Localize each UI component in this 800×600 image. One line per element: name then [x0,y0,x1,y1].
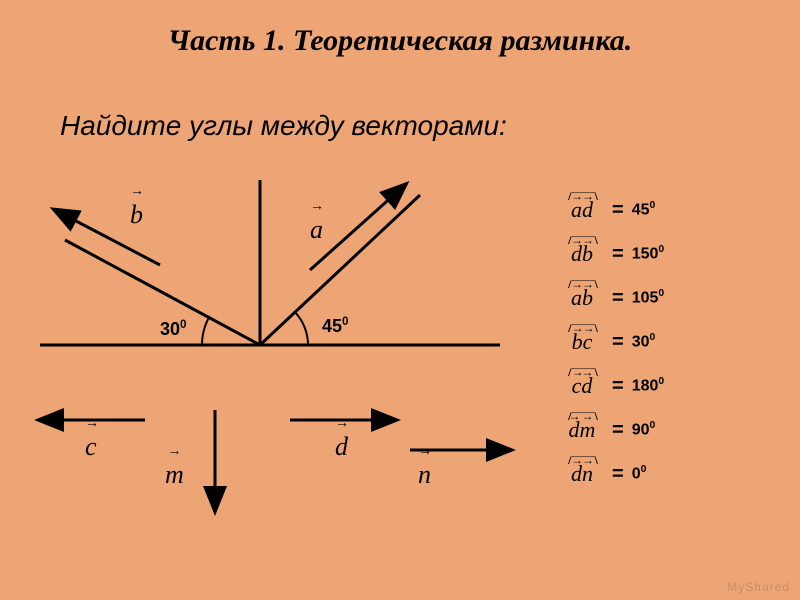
vector-label-a: a [310,215,323,245]
answer-value: 1800 [632,376,664,395]
answers-list: ad=450db=1500ab=1050bc=300cd=1800dm=900d… [560,195,780,503]
answer-value: 300 [632,332,656,351]
angle-arc-left [202,316,210,345]
vector-label-m: m [165,460,184,490]
vector-b_arrow [55,210,160,265]
answer-row: dn = 00 [560,459,780,489]
angle-symbol: db [560,239,604,269]
angle-symbol: cd [560,371,604,401]
answer-row: bc = 300 [560,327,780,357]
answer-row: cd = 1800 [560,371,780,401]
slide: Часть 1. Теоретическая разминка. Найдите… [0,0,800,600]
vector-a_arrow [310,185,405,270]
vector-label-b: b [130,200,143,230]
angle-label-left: 300 [160,318,187,340]
vector-label-c: c [85,432,97,462]
answer-row: ab = 1050 [560,283,780,313]
answer-value: 1500 [632,244,664,263]
answer-row: dm = 900 [560,415,780,445]
equals-sign: = [612,375,624,398]
angle-symbol: ad [560,195,604,225]
equals-sign: = [612,243,624,266]
angle-label-right: 450 [322,315,349,337]
equals-sign: = [612,199,624,222]
answer-value: 450 [632,200,656,219]
equals-sign: = [612,331,624,354]
answer-row: db = 1500 [560,239,780,269]
angle-symbol: bc [560,327,604,357]
angle-arc-right [294,311,308,345]
answer-row: ad = 450 [560,195,780,225]
angle-symbol: dm [560,415,604,445]
answer-value: 00 [632,464,647,483]
equals-sign: = [612,287,624,310]
equals-sign: = [612,463,624,486]
answer-value: 1050 [632,288,664,307]
watermark: MyShared [727,580,790,594]
angle-symbol: dn [560,459,604,489]
angle-symbol: ab [560,283,604,313]
answer-value: 900 [632,420,656,439]
vector-label-n: n [418,460,431,490]
equals-sign: = [612,419,624,442]
vector-label-d: d [335,432,348,462]
